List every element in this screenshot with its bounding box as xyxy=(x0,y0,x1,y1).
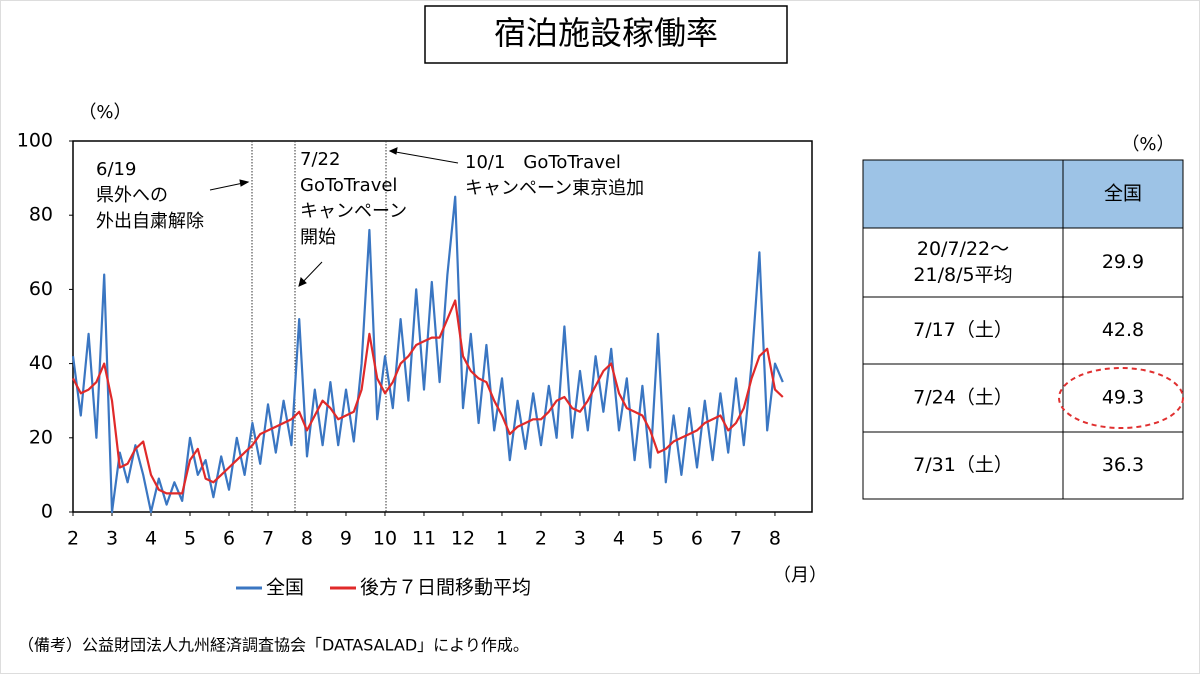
y-tick-label: 40 xyxy=(29,352,53,374)
row-value: 49.3 xyxy=(1102,387,1144,409)
x-tick-label: 6 xyxy=(691,528,703,550)
y-tick-label: 100 xyxy=(17,130,53,152)
x-tick-label: 1 xyxy=(496,528,508,550)
y-unit: （%） xyxy=(78,102,131,123)
legend-label: 後方７日間移動平均 xyxy=(360,577,531,599)
table-unit: （%） xyxy=(1121,134,1174,155)
x-tick-label: 4 xyxy=(145,528,157,550)
row-value: 36.3 xyxy=(1102,454,1144,476)
table-row xyxy=(862,431,1184,500)
x-tick-label: 9 xyxy=(340,528,352,550)
annotation: キャンペーン東京追加 xyxy=(465,178,644,199)
row-label: 21/8/5平均 xyxy=(913,264,1012,286)
row-label: 7/31（土） xyxy=(913,454,1013,476)
row-value: 42.8 xyxy=(1102,319,1144,341)
x-tick-label: 6 xyxy=(223,528,235,550)
x-unit: （月） xyxy=(773,565,827,586)
annotation: 10/1 GoToTravel xyxy=(465,152,621,173)
annotation: 外出自粛解除 xyxy=(96,211,204,232)
header-row xyxy=(862,159,1184,229)
table-header: 全国 xyxy=(1104,183,1142,205)
annotation: 開始 xyxy=(300,227,336,248)
x-tick-label: 3 xyxy=(574,528,586,550)
x-tick-label: 7 xyxy=(262,528,274,550)
x-tick-label: 2 xyxy=(67,528,79,550)
x-tick-label: 5 xyxy=(184,528,196,550)
x-tick-label: 2 xyxy=(535,528,547,550)
x-tick-label: 10 xyxy=(373,528,397,550)
annotation: 6/19 xyxy=(96,159,136,180)
x-tick-label: 11 xyxy=(412,528,436,550)
arrows xyxy=(209,147,459,287)
title: 宿泊施設稼働率 xyxy=(494,14,718,52)
row-value: 29.9 xyxy=(1102,251,1144,273)
row-label: 20/7/22～ xyxy=(917,238,1009,260)
x-tick-label: 12 xyxy=(451,528,475,550)
title-box xyxy=(424,5,788,64)
annotation: GoToTravel xyxy=(300,175,397,196)
x-tick-label: 7 xyxy=(730,528,742,550)
y-tick-label: 80 xyxy=(29,204,53,226)
plot-frame xyxy=(72,140,813,513)
row-label: 7/24（土） xyxy=(913,387,1013,409)
series-line xyxy=(72,299,784,495)
y-tick-label: 20 xyxy=(29,426,53,448)
highlight xyxy=(1058,367,1184,429)
x-tick-label: 3 xyxy=(106,528,118,550)
x-tick-label: 8 xyxy=(301,528,313,550)
note: （備考）公益財団法人九州経済調査協会「DATASALAD」により作成。 xyxy=(18,636,529,655)
x-tick-label: 8 xyxy=(769,528,781,550)
annotation: キャンペーン xyxy=(300,201,407,222)
series-line xyxy=(71,195,784,514)
table: 全国 xyxy=(862,159,1184,499)
legend-label: 全国 xyxy=(266,577,304,599)
x-tick-label: 4 xyxy=(613,528,625,550)
y-tick-label: 0 xyxy=(41,501,53,523)
row-label: 7/17（土） xyxy=(913,319,1013,341)
annotation: 県外への xyxy=(96,185,168,206)
annotation: 7/22 xyxy=(300,149,340,170)
y-tick-label: 60 xyxy=(29,278,53,300)
x-tick-label: 5 xyxy=(652,528,664,550)
